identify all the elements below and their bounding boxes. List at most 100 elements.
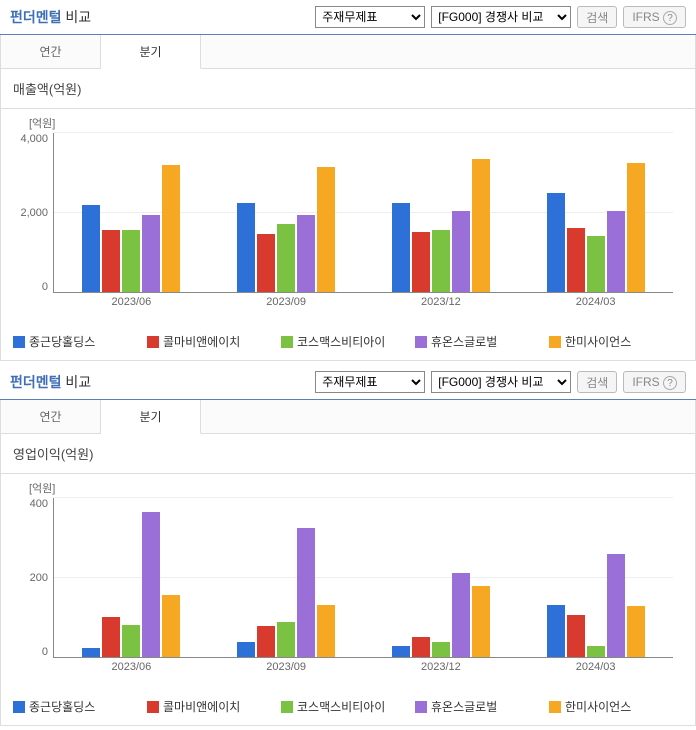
bar[interactable]	[627, 606, 645, 657]
legend-item[interactable]: 종근당홀딩스	[13, 333, 147, 350]
bar[interactable]	[142, 215, 160, 293]
tab-quarterly[interactable]: 분기	[101, 400, 201, 434]
chart-area: 4,0002,00002023/062023/092023/122024/03	[53, 133, 673, 313]
plot: 2023/062023/092023/122024/03	[53, 498, 673, 658]
title-highlight: 펀더멘털	[10, 9, 62, 25]
chart-area: 40020002023/062023/092023/122024/03	[53, 498, 673, 678]
bar[interactable]	[392, 646, 410, 657]
bar[interactable]	[257, 234, 275, 292]
bar[interactable]	[452, 211, 470, 292]
tab-quarterly[interactable]: 분기	[101, 35, 201, 69]
legend-label: 코스맥스비티아이	[297, 698, 385, 715]
y-tick: 400	[30, 498, 48, 510]
y-axis: 4,0002,0000	[18, 133, 48, 293]
ifrs-label: IFRS	[632, 375, 663, 389]
legend-item[interactable]: 콜마비앤에이치	[147, 698, 281, 715]
x-label: 2023/12	[364, 661, 519, 673]
bar[interactable]	[547, 193, 565, 292]
bar[interactable]	[607, 211, 625, 292]
header-row: 펀더멘털 비교 주재무제표 [FG000] 경쟁사 비교 검색 IFRS ?	[0, 0, 696, 35]
bar[interactable]	[122, 625, 140, 657]
bar[interactable]	[432, 642, 450, 657]
legend-swatch	[13, 701, 25, 713]
bar[interactable]	[567, 615, 585, 657]
tabs: 연간분기	[0, 35, 696, 69]
bar[interactable]	[277, 224, 295, 292]
bar[interactable]	[297, 528, 315, 657]
comparison-select[interactable]: [FG000] 경쟁사 비교	[431, 371, 571, 393]
ifrs-button[interactable]: IFRS ?	[623, 371, 686, 393]
bar[interactable]	[82, 205, 100, 292]
tabs: 연간분기	[0, 400, 696, 434]
panel-1: 펀더멘털 비교주재무제표[FG000] 경쟁사 비교검색IFRS ?연간분기영업…	[0, 365, 696, 726]
x-label: 2023/09	[209, 661, 364, 673]
bar[interactable]	[472, 586, 490, 657]
legend-item[interactable]: 한미사이언스	[549, 698, 683, 715]
bar[interactable]	[607, 554, 625, 657]
legend-swatch	[147, 336, 159, 348]
x-group: 2023/06	[54, 133, 209, 292]
bar[interactable]	[257, 626, 275, 657]
legend-swatch	[549, 336, 561, 348]
bar[interactable]	[237, 203, 255, 292]
legend-item[interactable]: 휴온스글로벌	[415, 698, 549, 715]
bar[interactable]	[567, 228, 585, 292]
bar[interactable]	[412, 637, 430, 657]
legend-swatch	[549, 701, 561, 713]
legend-item[interactable]: 한미사이언스	[549, 333, 683, 350]
bar[interactable]	[162, 595, 180, 657]
chart-container: [억원]40020002023/062023/092023/122024/03종…	[0, 474, 696, 726]
legend-label: 한미사이언스	[565, 333, 631, 350]
search-button[interactable]: 검색	[577, 6, 617, 28]
chart-title: 매출액(억원)	[0, 69, 696, 109]
tab-annual[interactable]: 연간	[1, 35, 101, 68]
bar[interactable]	[547, 605, 565, 657]
bar[interactable]	[432, 230, 450, 292]
bar[interactable]	[392, 203, 410, 292]
bar[interactable]	[277, 622, 295, 657]
form-select[interactable]: 주재무제표	[315, 371, 425, 393]
legend: 종근당홀딩스콜마비앤에이치 코스맥스비티아이 휴온스글로벌 한미사이언스	[13, 698, 683, 715]
page-title: 펀더멘털 비교	[10, 372, 309, 392]
ifrs-button[interactable]: IFRS ?	[623, 6, 686, 28]
x-label: 2023/06	[54, 661, 209, 673]
help-icon: ?	[663, 11, 677, 25]
search-button[interactable]: 검색	[577, 371, 617, 393]
bar[interactable]	[587, 646, 605, 657]
title-highlight: 펀더멘털	[10, 374, 62, 390]
x-group: 2024/03	[518, 498, 673, 657]
legend-label: 한미사이언스	[565, 698, 631, 715]
header-row: 펀더멘털 비교 주재무제표 [FG000] 경쟁사 비교 검색 IFRS ?	[0, 365, 696, 400]
bar[interactable]	[102, 230, 120, 292]
tab-annual[interactable]: 연간	[1, 400, 101, 433]
bar[interactable]	[297, 215, 315, 293]
bar[interactable]	[162, 165, 180, 292]
form-select[interactable]: 주재무제표	[315, 6, 425, 28]
legend-label: 코스맥스비티아이	[297, 333, 385, 350]
bar[interactable]	[142, 512, 160, 657]
bar[interactable]	[452, 573, 470, 657]
bar[interactable]	[627, 163, 645, 292]
legend-item[interactable]: 종근당홀딩스	[13, 698, 147, 715]
bar[interactable]	[472, 159, 490, 292]
bar[interactable]	[412, 232, 430, 292]
legend-swatch	[281, 336, 293, 348]
legend-item[interactable]: 코스맥스비티아이	[281, 698, 415, 715]
legend-item[interactable]: 콜마비앤에이치	[147, 333, 281, 350]
x-label: 2024/03	[518, 296, 673, 308]
bar[interactable]	[82, 648, 100, 657]
bar[interactable]	[102, 617, 120, 657]
y-axis: 4002000	[18, 498, 48, 658]
comparison-select[interactable]: [FG000] 경쟁사 비교	[431, 6, 571, 28]
x-label: 2023/12	[364, 296, 519, 308]
chart-unit: [억원]	[29, 480, 683, 496]
bar[interactable]	[587, 236, 605, 292]
bar[interactable]	[317, 167, 335, 292]
bar[interactable]	[317, 605, 335, 657]
bar[interactable]	[237, 642, 255, 657]
bar[interactable]	[122, 230, 140, 292]
legend-item[interactable]: 휴온스글로벌	[415, 333, 549, 350]
title-rest: 비교	[62, 9, 92, 25]
x-group: 2023/12	[364, 498, 519, 657]
legend-item[interactable]: 코스맥스비티아이	[281, 333, 415, 350]
